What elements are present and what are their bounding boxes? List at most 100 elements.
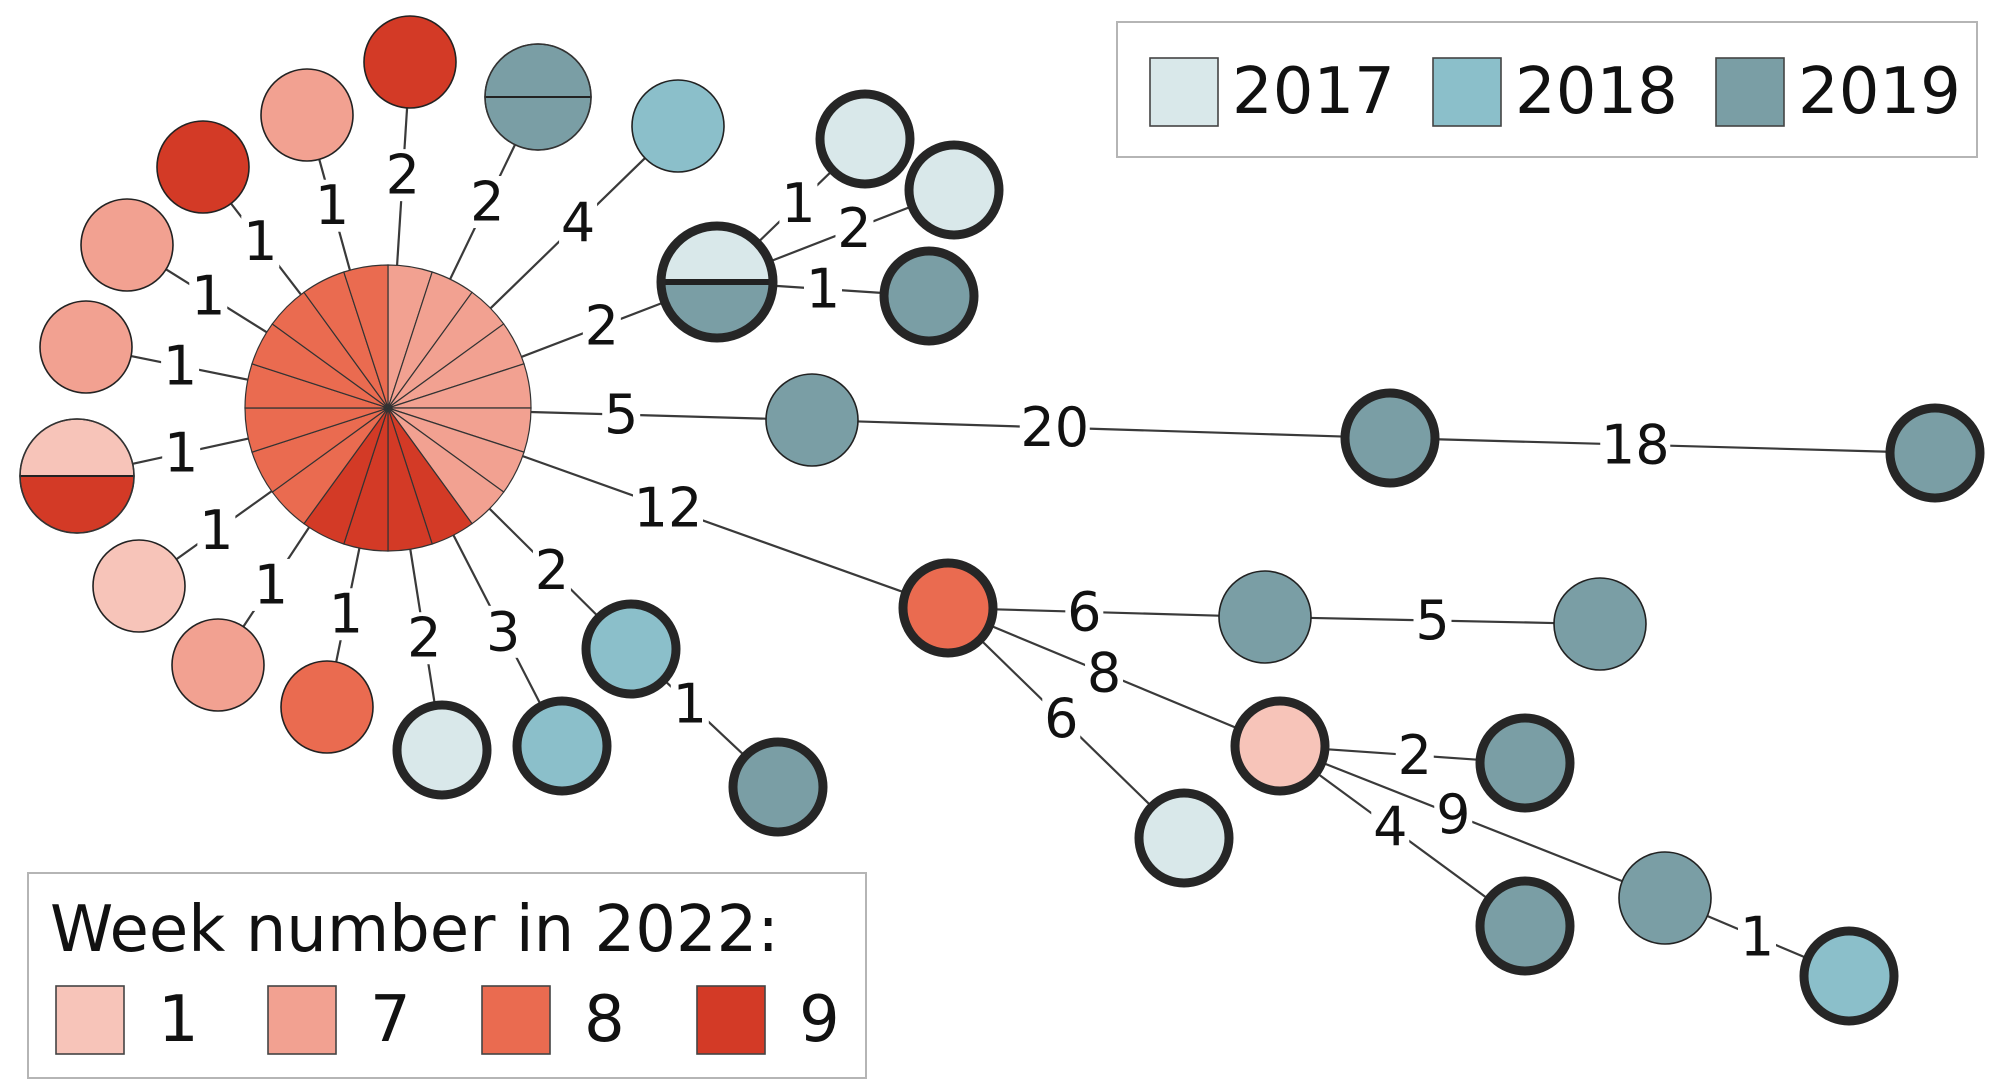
edge-e0-e3 <box>1322 761 1623 883</box>
haplotype-node-e3 <box>1618 851 1712 945</box>
legend-label-2019: 2019 <box>1798 55 1961 129</box>
node-thick-outline <box>898 558 998 658</box>
edge-label-d0-d1: 6 <box>1067 580 1101 643</box>
node-fill <box>631 79 725 173</box>
week-legend: Week number in 2022: 1 7 8 9 <box>27 872 867 1079</box>
haplotype-node-a9 <box>92 539 186 633</box>
edge-label-center-a6: 1 <box>191 264 225 327</box>
node-bottom-half <box>659 281 775 340</box>
edge-label-center-a12: 2 <box>407 607 441 670</box>
edge-label-bg <box>313 179 352 232</box>
node-fill <box>1553 577 1647 671</box>
year-legend: 2017 2018 2019 <box>1116 21 1978 158</box>
node-thick-outline <box>815 89 915 189</box>
edge-label-center-a9: 1 <box>199 499 233 562</box>
legend-label-week-7: 7 <box>370 983 411 1057</box>
haplotype-node-e0 <box>1230 696 1330 796</box>
haplotype-node-c2 <box>1340 388 1440 488</box>
legend-swatch-2019 <box>1715 57 1785 127</box>
nodes-layer <box>19 15 1985 1026</box>
node-fill <box>39 300 133 394</box>
node-bottom-half <box>484 96 592 151</box>
node-fill <box>156 120 250 214</box>
edge-label-bg <box>835 202 874 255</box>
haplotype-node-b2 <box>904 140 1004 240</box>
edge-label-bg <box>1042 692 1081 745</box>
central-node-slice <box>343 264 389 409</box>
haplotype-node-e2 <box>1475 876 1575 976</box>
haplotype-node-a8 <box>19 418 135 534</box>
edge-label-e0-e2: 4 <box>1373 796 1407 859</box>
haplotype-node-a2 <box>260 68 354 162</box>
edge-label-bg <box>633 482 703 534</box>
edge-label-bg <box>161 340 200 393</box>
edge-label-bg <box>559 197 598 250</box>
edge-label-center-a5: 2 <box>386 144 420 207</box>
haplotype-node-a6 <box>80 198 174 292</box>
central-haplotype-node <box>244 264 532 552</box>
haplotype-node-a14 <box>581 599 681 699</box>
node-thick-outline <box>1340 388 1440 488</box>
legend-label-week-9: 9 <box>799 983 840 1057</box>
edge-label-a14-a15: 1 <box>673 673 707 736</box>
haplotype-node-a1 <box>156 120 250 214</box>
node-thick-outline <box>512 696 612 796</box>
edge-label-center-c1: 5 <box>604 383 638 446</box>
edge-label-d0-e0: 8 <box>1087 641 1121 704</box>
edge-d0-d1 <box>993 608 1220 617</box>
node-fill <box>1218 570 1312 664</box>
legend-swatch-week-8 <box>481 985 551 1055</box>
edge-label-bg <box>1413 594 1452 647</box>
haplotype-node-c3 <box>1885 403 1985 503</box>
legend-label-2018: 2018 <box>1515 55 1678 129</box>
edge-label-bg <box>532 544 571 597</box>
edge-label-bg <box>1371 801 1410 853</box>
legend-label-2017: 2017 <box>1232 55 1395 129</box>
edge-label-b0-b2: 2 <box>837 197 871 260</box>
haplotype-node-a7 <box>39 300 133 394</box>
haplotype-node-a13 <box>512 696 612 796</box>
haplotype-node-d1 <box>1218 570 1312 664</box>
node-fill <box>280 660 374 754</box>
legend-swatch-week-7 <box>267 985 337 1055</box>
edge-label-center-a14: 2 <box>535 539 569 602</box>
haplotype-node-a12 <box>392 700 492 800</box>
legend-swatch-week-1 <box>55 985 125 1055</box>
edge-label-center-a4: 4 <box>561 192 595 255</box>
edge-label-bg <box>670 678 709 731</box>
node-bottom-half <box>19 475 135 534</box>
edge-label-bg <box>468 176 507 229</box>
edge-label-bg <box>241 215 280 268</box>
edge-label-bg <box>326 588 365 641</box>
edge-label-center-a13: 3 <box>486 600 520 663</box>
edge-label-e0-e3: 9 <box>1436 783 1470 846</box>
edge-label-bg <box>1395 729 1434 782</box>
week-legend-title: Week number in 2022: <box>50 893 779 967</box>
legend-swatch-week-9 <box>696 985 766 1055</box>
haplotype-node-d0 <box>898 558 998 658</box>
node-thick-outline <box>1885 403 1985 503</box>
edge-label-bg <box>804 263 842 315</box>
legend-label-week-1: 1 <box>158 983 199 1057</box>
node-fill <box>80 198 174 292</box>
node-thick-outline <box>392 700 492 800</box>
legend-swatch-2018 <box>1432 57 1502 127</box>
haplotype-node-e4 <box>1799 926 1899 1026</box>
legend-label-week-8: 8 <box>584 983 625 1057</box>
node-thick-outline <box>879 246 979 346</box>
edge-label-center-a2: 1 <box>315 174 349 237</box>
node-fill <box>92 539 186 633</box>
edge-label-b0-b1: 1 <box>781 172 815 235</box>
node-outline <box>484 43 592 151</box>
edge-label-bg <box>1600 418 1671 471</box>
edge-label-bg <box>189 269 228 322</box>
node-thick-outline <box>1230 696 1330 796</box>
year-legend-box <box>1116 21 1978 158</box>
node-top-half <box>484 43 592 98</box>
haplotype-node-b1 <box>815 89 915 189</box>
node-thick-outline <box>581 599 681 699</box>
node-fill <box>363 15 457 109</box>
haplotype-node-c1 <box>765 373 859 467</box>
node-thick-outline <box>1799 926 1899 1026</box>
